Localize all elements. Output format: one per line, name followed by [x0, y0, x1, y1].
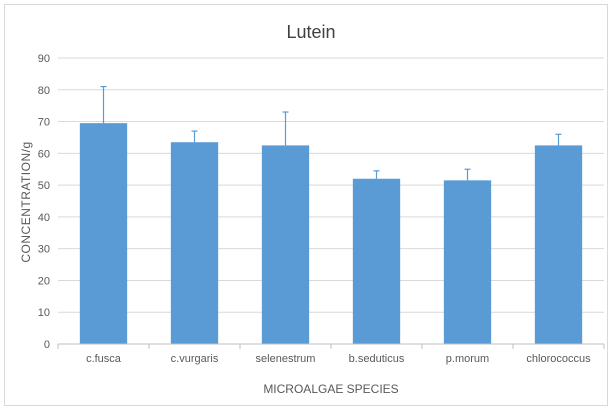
bar-chlorococcus [535, 145, 582, 344]
x-tick-label: b.seduticus [349, 353, 405, 365]
y-tick-label: 20 [38, 275, 50, 287]
y-tick-label: 10 [38, 307, 50, 319]
y-tick-label: 50 [38, 180, 50, 192]
y-tick-label: 80 [38, 85, 50, 97]
x-axis-categories: c.fusca c.vurgaris selenestrum b.seduticus p… [58, 344, 604, 365]
y-axis-ticks: 0 10 20 30 40 50 60 70 80 90 [38, 53, 50, 351]
bar-b-seduticus [353, 179, 400, 344]
x-tick-label: chlorococcus [526, 353, 591, 365]
error-bars [101, 87, 562, 181]
y-tick-label: 0 [44, 339, 50, 351]
y-tick-label: 40 [38, 212, 50, 224]
gridlines [58, 58, 604, 312]
chart-title: Lutein [286, 22, 335, 42]
bar-c-fusca [80, 123, 127, 344]
y-tick-label: 90 [38, 53, 50, 65]
bar-selenestrum [262, 145, 309, 344]
x-tick-label: c.fusca [86, 353, 122, 365]
y-tick-label: 60 [38, 148, 50, 160]
bar-c-vurgaris [171, 142, 218, 344]
x-tick-label: p.morum [446, 353, 489, 365]
y-axis-title: CONCENTRATION/g [19, 141, 33, 262]
x-tick-label: c.vurgaris [171, 353, 219, 365]
bar-p-morum [444, 180, 491, 344]
y-tick-label: 30 [38, 244, 50, 256]
x-axis-title: MICROALGAE SPECIES [263, 382, 398, 396]
bars [80, 123, 582, 344]
y-tick-label: 70 [38, 117, 50, 129]
x-tick-label: selenestrum [256, 353, 316, 365]
